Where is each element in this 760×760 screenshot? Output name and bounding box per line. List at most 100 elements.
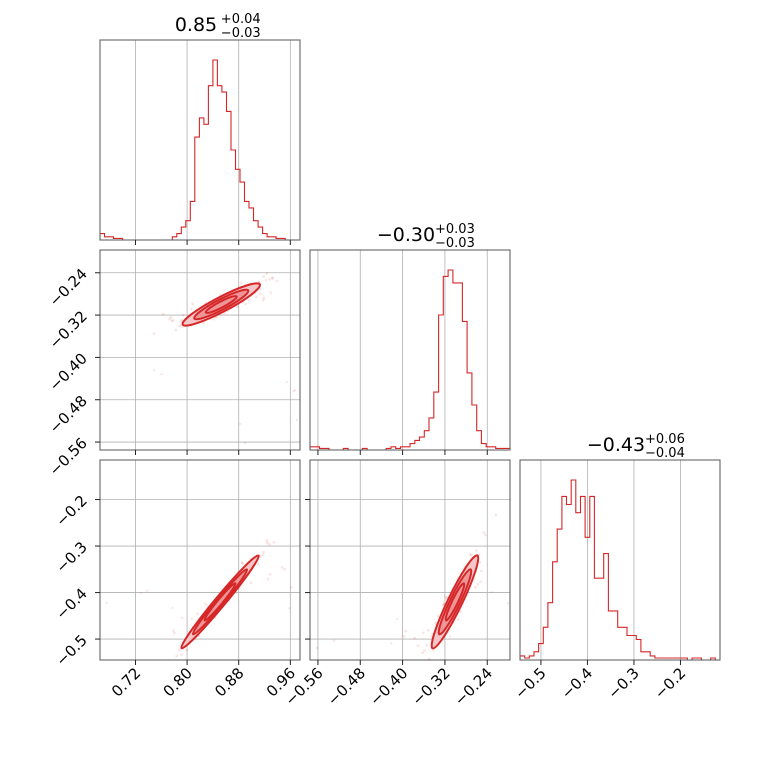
sample-point (265, 272, 269, 275)
sample-point (280, 565, 284, 569)
contour-line (204, 295, 238, 314)
sample-point (212, 317, 216, 321)
sample-point (272, 540, 276, 544)
contour-line (193, 288, 250, 321)
sample-point (468, 553, 472, 556)
x-tick-label: −0.4 (558, 664, 596, 702)
title-lower-0: −0.03 (221, 26, 261, 41)
panel-title-0: 0.85 (175, 14, 217, 36)
sample-point (425, 664, 428, 667)
outlier-point (171, 606, 174, 610)
histogram-2 (520, 479, 720, 660)
panel-2-1: −0.56−0.48−0.40−0.32−0.24 (282, 459, 511, 709)
outlier-point (238, 422, 242, 426)
panel-2-2: −0.43 +0.06−0.04 −0.5 −0.4 −0.3 −0.2 (511, 432, 721, 703)
contour-line (437, 568, 473, 636)
sample-point (414, 683, 417, 686)
sample-point (240, 561, 244, 565)
sample-point (180, 653, 183, 657)
y-tick-label: −0.4 (52, 585, 90, 623)
sample-point (181, 313, 185, 317)
y-tick-label: −0.40 (46, 350, 91, 395)
panel-content (100, 59, 300, 240)
outlier-point (290, 586, 293, 589)
sample-point (241, 561, 245, 565)
outlier-point (448, 635, 452, 638)
x-tick-label: 0.72 (108, 664, 144, 700)
sample-point (404, 629, 408, 633)
panel-frame (309, 249, 511, 451)
contour-line (430, 554, 480, 650)
sample-point (269, 291, 273, 294)
sample-point (275, 279, 279, 283)
sample-point (202, 322, 206, 325)
title-median: −0.43 (587, 434, 645, 456)
title-median: −0.30 (377, 224, 435, 246)
panel-frame (519, 459, 721, 661)
sample-point (421, 651, 425, 655)
x-tick-label: −0.32 (409, 664, 454, 709)
sample-point (476, 582, 480, 586)
panel-1-1: −0.30 +0.03−0.03 (309, 222, 511, 455)
outlier-point (506, 602, 510, 605)
sample-point (244, 302, 248, 306)
y-tick-label: −0.3 (52, 538, 90, 576)
panel-1-0: −0.56−0.48−0.40−0.32−0.24 (46, 249, 301, 479)
outlier-point (145, 589, 149, 592)
title-median: 0.85 (175, 14, 217, 36)
sample-point (247, 298, 251, 301)
sample-point (413, 636, 416, 640)
outlier-point (390, 642, 393, 645)
outlier-point (293, 389, 297, 392)
outlier-point (181, 616, 184, 620)
sample-point (171, 318, 175, 322)
sample-point (265, 541, 269, 545)
sample-point (179, 320, 183, 324)
sample-point (264, 278, 268, 282)
sample-point (271, 276, 274, 280)
sample-point (173, 631, 176, 635)
sample-point (480, 569, 483, 573)
sample-point (180, 325, 183, 329)
sample-point (175, 663, 178, 666)
sample-point (268, 572, 272, 576)
sample-point (271, 277, 274, 280)
sample-point (434, 621, 438, 625)
title-upper-2: +0.06 (645, 432, 685, 447)
sample-point (268, 277, 272, 281)
x-tick-label: 0.80 (160, 664, 196, 700)
sample-point (425, 643, 429, 647)
outlier-point (396, 618, 399, 621)
y-tick-label: −0.32 (46, 307, 91, 352)
title-upper-0: +0.04 (221, 12, 261, 27)
sample-point (423, 649, 426, 652)
x-tick-label: 0.88 (211, 664, 247, 700)
sample-point (262, 296, 266, 300)
sample-point (421, 631, 425, 635)
sample-point (442, 602, 446, 606)
sample-point (174, 328, 178, 332)
sample-point (265, 539, 269, 542)
title-upper-1: +0.03 (435, 222, 475, 237)
outlier-point (333, 639, 336, 642)
outlier-point (288, 607, 291, 610)
sample-point (267, 542, 271, 546)
y-tick-label: −0.24 (46, 265, 91, 310)
sample-point (254, 295, 258, 299)
sample-point (195, 612, 199, 616)
sample-point (416, 644, 420, 648)
sample-point (190, 307, 193, 311)
x-tick-label: −0.48 (324, 664, 369, 709)
sample-point (168, 317, 172, 321)
sample-point (436, 614, 440, 618)
panel-2-0: 0.72 0.80 0.88 0.96−0.5−0.4−0.3−0.2 (52, 459, 301, 700)
contour-line (181, 282, 262, 327)
panel-title-2: −0.43 (587, 434, 645, 456)
sample-point (235, 305, 239, 309)
sample-point (204, 602, 208, 606)
contour-line (191, 568, 249, 636)
outlier-point (443, 595, 446, 598)
x-tick-label: −0.24 (451, 664, 496, 709)
sample-point (249, 581, 253, 585)
sample-point (258, 292, 262, 296)
